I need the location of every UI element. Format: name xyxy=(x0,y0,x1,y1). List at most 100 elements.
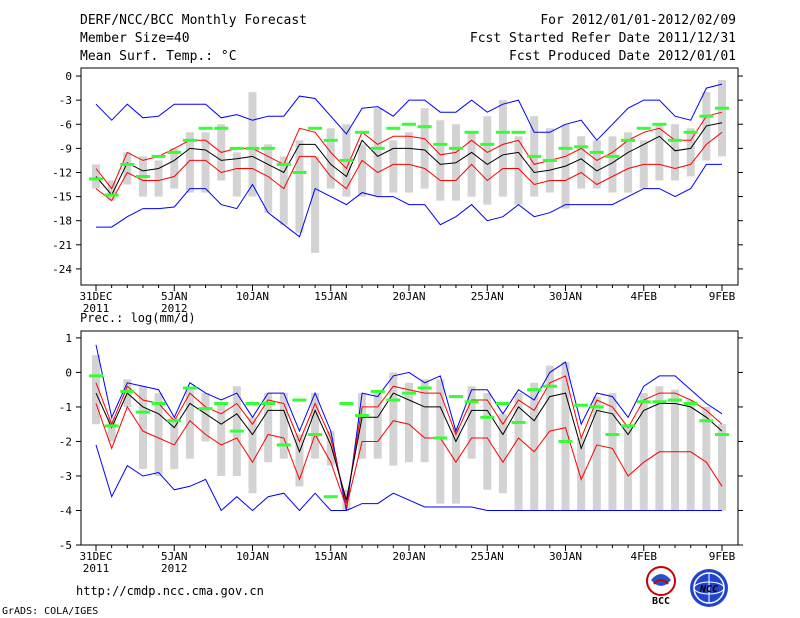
spread-box xyxy=(295,434,304,487)
x-tick-label: 31DEC xyxy=(79,290,112,303)
spread-box xyxy=(608,136,617,193)
spread-box xyxy=(279,156,288,225)
spread-box xyxy=(655,124,664,181)
spread-box xyxy=(420,108,429,189)
series-min-line xyxy=(96,163,722,238)
spread-box xyxy=(248,92,257,197)
series-min-line xyxy=(95,444,722,512)
spread-box xyxy=(639,393,648,511)
x-tick-label: 20JAN xyxy=(392,290,425,303)
x-tick-label: 10JAN xyxy=(236,290,269,303)
spread-box xyxy=(702,406,711,511)
spread-box xyxy=(154,393,163,476)
fcst-produced-label: Fcst Produced Date 2012/01/01 xyxy=(509,49,736,64)
spread-box xyxy=(107,180,116,201)
spread-box xyxy=(373,108,382,197)
spread-box xyxy=(545,365,554,511)
y-tick-label: 0 xyxy=(65,70,72,83)
spread-box xyxy=(655,386,664,511)
y-tick-label: -3 xyxy=(59,470,72,483)
spread-box xyxy=(311,156,320,253)
spread-box xyxy=(608,393,617,511)
spread-box xyxy=(217,403,226,476)
spread-box xyxy=(436,379,445,504)
spread-box xyxy=(248,417,257,494)
y-tick-label: -9 xyxy=(59,142,72,155)
spread-box xyxy=(373,393,382,459)
spread-box xyxy=(686,400,695,511)
spread-box xyxy=(514,136,523,205)
spread-box xyxy=(123,152,132,185)
x-tick-label: 15JAN xyxy=(314,290,347,303)
spread-box xyxy=(671,389,680,511)
spread-box xyxy=(358,393,367,459)
y-tick-label: -4 xyxy=(59,504,73,517)
spread-box xyxy=(264,144,273,213)
spread-box xyxy=(326,431,335,466)
series-spread_upper-line xyxy=(95,375,723,504)
x-tick-label: 10JAN xyxy=(236,550,269,563)
spread-box xyxy=(514,393,523,511)
ncc-logo-text: NCC xyxy=(699,584,718,595)
spread-box xyxy=(592,140,601,189)
ncc-logo: NCC xyxy=(690,569,728,607)
spread-box xyxy=(92,355,100,425)
y-tick-label: -6 xyxy=(59,118,72,131)
x-tick-label: 15JAN xyxy=(314,550,347,563)
spread-box xyxy=(592,396,601,511)
spread-box xyxy=(686,128,695,177)
spread-box xyxy=(389,140,398,193)
y-tick-label: 1 xyxy=(65,332,72,345)
series-max-line xyxy=(95,83,723,142)
series-spread_lower-line xyxy=(95,403,723,509)
spread-box xyxy=(624,132,633,193)
spread-box xyxy=(624,424,633,511)
variable-label: Mean Surf. Temp.: °C xyxy=(80,49,237,64)
x-tick-label: 4FEB xyxy=(631,290,658,303)
x-tick-label: 9FEB xyxy=(709,550,736,563)
y-tick-label: -21 xyxy=(52,239,72,252)
x-tick-year-label: 2011 xyxy=(83,562,110,575)
spread-box xyxy=(389,372,398,466)
period-label: For 2012/01/01-2012/02/09 xyxy=(540,13,736,28)
spread-box xyxy=(107,417,116,442)
spread-box xyxy=(671,124,680,181)
chart-title: DERF/NCC/BCC Monthly Forecast xyxy=(80,13,307,28)
spread-box xyxy=(358,144,367,197)
x-tick-label: 30JAN xyxy=(549,550,582,563)
spread-box xyxy=(530,382,539,511)
y-tick-label: -2 xyxy=(59,435,72,448)
spread-box xyxy=(295,140,304,233)
x-tick-label: 30JAN xyxy=(549,290,582,303)
spread-box xyxy=(577,438,586,511)
x-tick-year-label: 2011 xyxy=(83,302,110,315)
y-tick-label: -5 xyxy=(59,539,72,552)
x-tick-label: 9FEB xyxy=(709,290,736,303)
spread-box xyxy=(483,393,492,490)
y-tick-label: -15 xyxy=(52,191,72,204)
spread-box xyxy=(170,417,179,470)
spread-box xyxy=(201,132,210,193)
x-tick-label: 25JAN xyxy=(471,550,504,563)
y-tick-label: -3 xyxy=(59,94,72,107)
spread-box xyxy=(451,427,460,504)
y-tick-label: 0 xyxy=(65,366,72,379)
series-spread_upper-line xyxy=(95,111,723,190)
spread-box xyxy=(232,152,241,197)
fcst-started-label: Fcst Started Refer Date 2011/12/31 xyxy=(470,31,736,46)
spread-box xyxy=(154,160,163,197)
spread-box xyxy=(467,386,476,459)
spread-box xyxy=(279,393,288,459)
footer-url: http://cmdp.ncc.cma.gov.cn xyxy=(76,584,264,598)
precip-subtitle: Prec.: log(mm/d) xyxy=(80,311,196,325)
spread-box xyxy=(577,136,586,189)
spread-box xyxy=(498,413,507,494)
series-max-line xyxy=(95,344,723,511)
member-size-label: Member Size=40 xyxy=(80,31,190,46)
spread-box xyxy=(718,424,726,511)
spread-box xyxy=(405,132,413,193)
series-spread_lower-line xyxy=(95,131,723,202)
